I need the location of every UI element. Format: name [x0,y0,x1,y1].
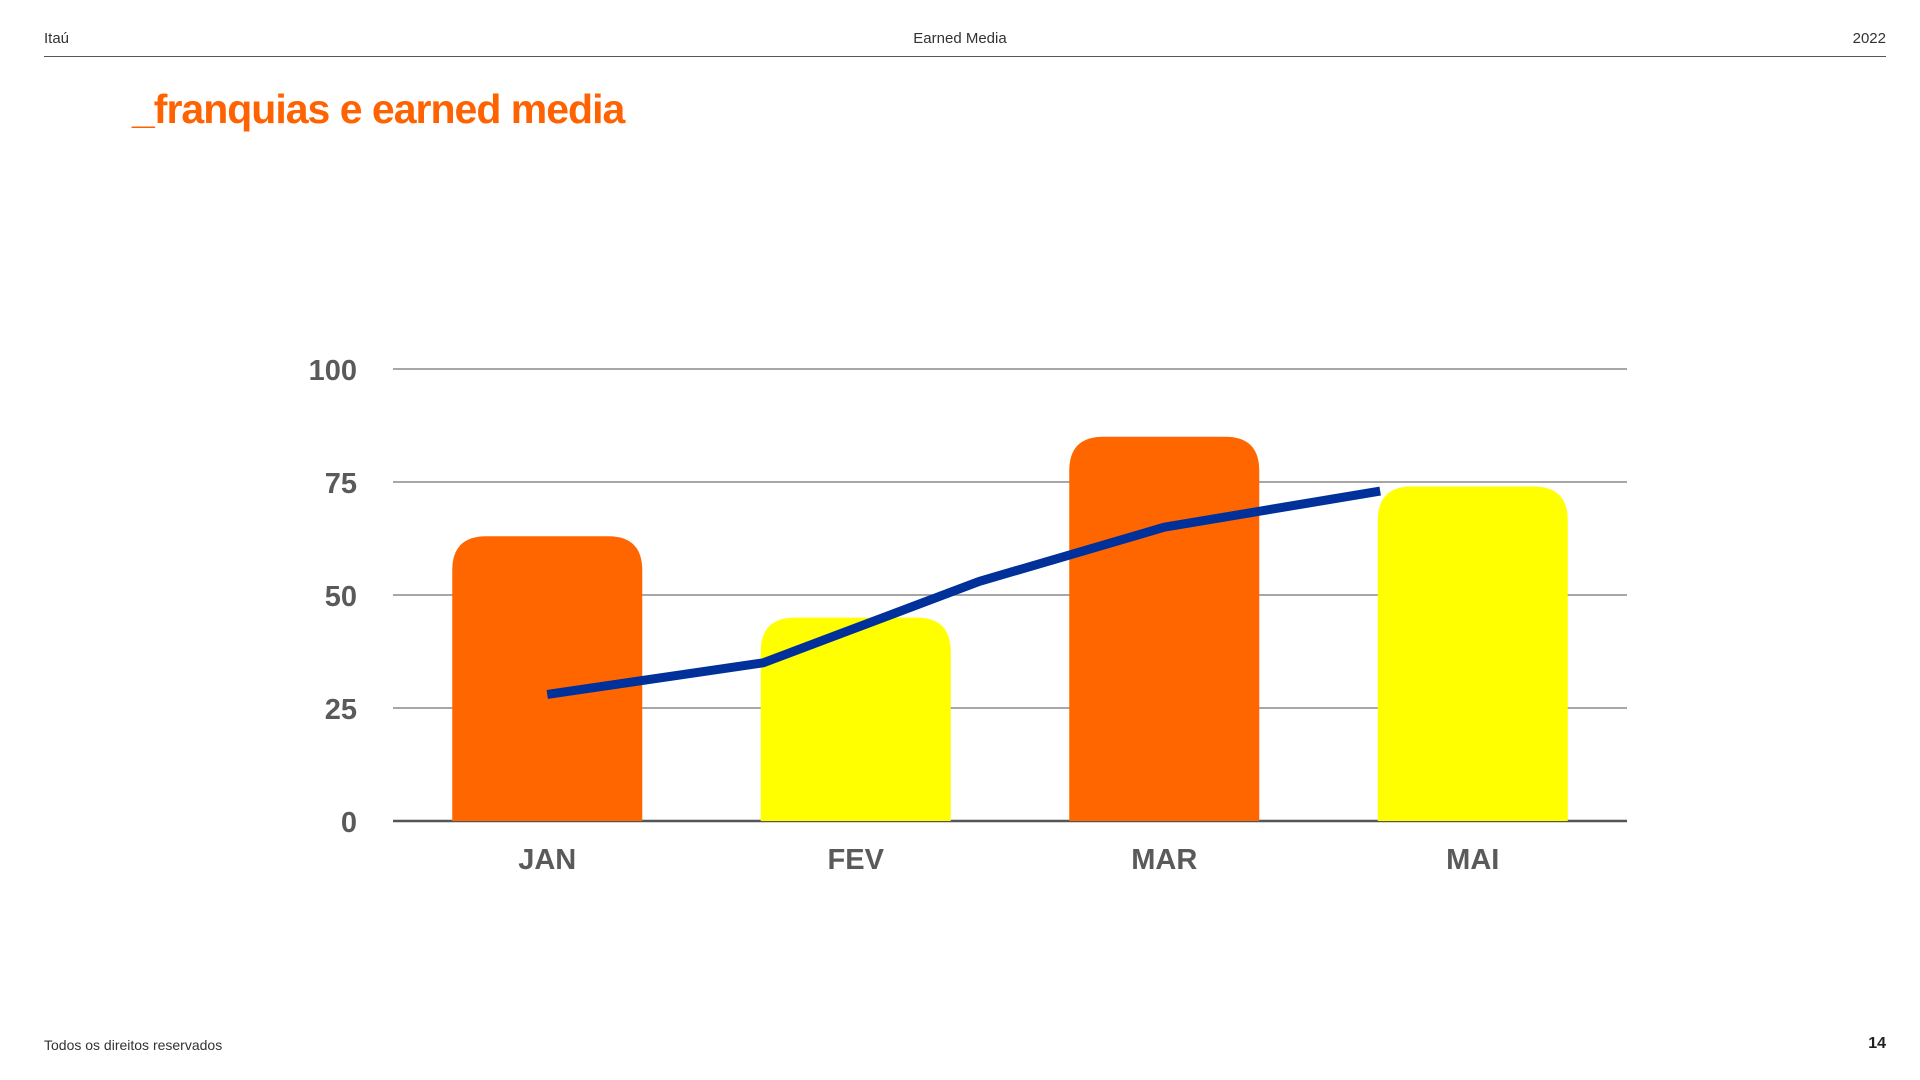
footer-copyright: Todos os direitos reservados [44,1037,223,1053]
y-tick-label: 75 [325,468,357,500]
x-tick-label: JAN [518,844,576,876]
page-number: 14 [1868,1035,1886,1052]
header-year: 2022 [1852,30,1886,47]
y-tick-label: 50 [325,581,357,613]
bar-jan [452,536,643,821]
x-tick-label: MAR [1131,844,1197,876]
y-tick-label: 100 [309,355,357,387]
header-divider [44,56,1886,57]
bar-fev [760,617,951,821]
x-tick-label: FEV [828,844,885,876]
bar-mar [1069,436,1260,821]
header-section-title: Earned Media [913,30,1007,47]
y-tick-label: 25 [325,694,357,726]
header-brand: Itaú [44,30,70,47]
slide-title: _franquias e earned media [132,86,625,132]
bar-mai [1377,486,1568,821]
y-tick-label: 0 [341,807,357,839]
x-tick-label: MAI [1446,844,1499,876]
